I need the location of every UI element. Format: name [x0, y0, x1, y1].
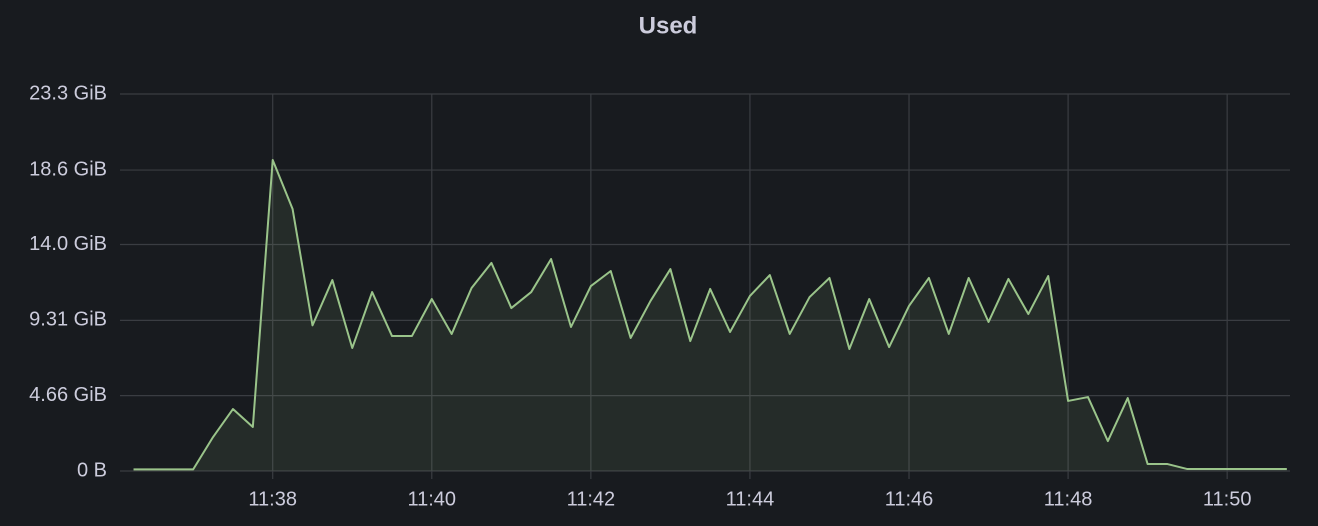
y-tick-label: 0 B [77, 459, 107, 481]
area [133, 160, 1287, 471]
y-tick-label: 9.31 GiB [29, 309, 107, 331]
x-tick-label: 11:42 [567, 488, 616, 510]
x-tick-label: 11:46 [885, 488, 934, 510]
y-tick-label: 14.0 GiB [29, 233, 107, 255]
x-tick-label: 11:44 [726, 488, 775, 510]
x-tick-label: 11:38 [248, 488, 297, 510]
x-tick-label: 11:48 [1044, 488, 1093, 510]
y-tick-label: 18.6 GiB [29, 158, 107, 180]
x-tick-label: 11:50 [1203, 488, 1252, 510]
y-tick-label: 4.66 GiB [29, 384, 107, 406]
chart-title: Used [639, 12, 698, 39]
line [133, 159, 1287, 471]
y-tick-label: 23.3 GiB [29, 82, 107, 104]
x-tick-label: 11:40 [407, 488, 456, 510]
